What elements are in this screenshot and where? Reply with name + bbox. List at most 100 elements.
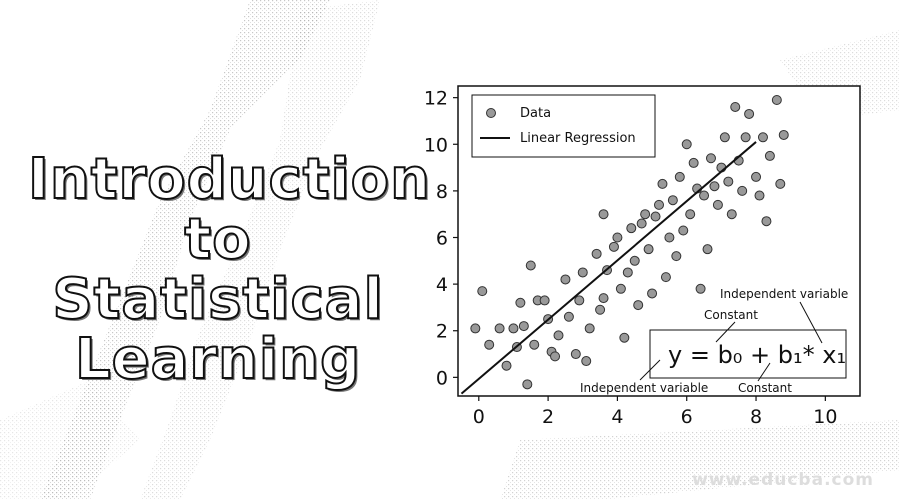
y-tick-label: 6: [436, 228, 448, 250]
data-point: [550, 351, 561, 362]
x-tick-label: 2: [542, 406, 554, 428]
data-point: [633, 300, 644, 311]
data-point: [577, 267, 588, 278]
data-point: [501, 360, 512, 371]
data-point: [778, 129, 789, 140]
x-tick-label: 4: [611, 406, 623, 428]
legend-data-marker: [486, 108, 496, 118]
data-point: [654, 199, 664, 210]
data-point: [470, 323, 481, 334]
data-point: [643, 244, 654, 255]
annotation-constant-top: Constant: [704, 308, 758, 322]
data-point: [619, 332, 630, 343]
regression-line: [460, 141, 757, 395]
watermark: www.educba.com: [692, 470, 874, 490]
legend-box: [471, 94, 656, 158]
data-point: [730, 101, 741, 112]
data-point: [744, 108, 755, 119]
title-line-3: Learning: [74, 327, 362, 392]
data-point: [647, 288, 658, 299]
annotation-constant-bottom: Constant: [738, 381, 792, 395]
data-point: [484, 339, 495, 350]
data-point: [608, 241, 619, 252]
data-point: [678, 225, 689, 236]
data-point: [751, 171, 762, 182]
regression-line-group: [460, 141, 757, 395]
data-point: [591, 248, 602, 259]
y-tick-label: 10: [424, 134, 448, 156]
y-tick-label: 2: [436, 321, 448, 343]
title-line-1: Introduction: [27, 147, 432, 212]
data-point: [764, 150, 775, 161]
data-point: [581, 356, 592, 367]
data-point: [757, 132, 768, 143]
data-point: [737, 185, 748, 196]
data-point: [515, 297, 526, 308]
data-point: [688, 157, 699, 168]
equation-box: [649, 329, 847, 379]
data-point: [740, 132, 751, 143]
data-point: [595, 304, 606, 315]
data-point: [615, 283, 626, 294]
data-point: [529, 339, 540, 350]
data-point: [563, 311, 574, 322]
data-point: [664, 232, 675, 243]
data-point: [667, 195, 678, 206]
data-point: [712, 199, 723, 210]
y-tick-label: 4: [436, 274, 448, 296]
data-point: [719, 132, 730, 143]
y-tick-label: 0: [436, 367, 448, 389]
annotation-arrow-2: [715, 321, 736, 343]
data-point: [598, 293, 609, 304]
x-tick-label: 10: [813, 406, 837, 428]
data-point: [685, 209, 696, 220]
data-point: [695, 283, 706, 294]
annotation-arrow-4: [757, 362, 771, 382]
annotation-independent-variable-bottom: Independent variable: [580, 381, 708, 395]
data-point: [660, 272, 671, 283]
data-point: [560, 274, 571, 285]
data-point: [574, 295, 585, 306]
data-point: [650, 211, 661, 222]
data-point: [626, 223, 637, 234]
data-point: [518, 321, 529, 332]
data-point: [671, 251, 682, 262]
data-point: [636, 218, 647, 229]
data-point: [702, 244, 713, 255]
data-point: [681, 139, 692, 150]
data-point: [570, 349, 581, 360]
data-point: [525, 260, 536, 271]
annotation-arrow-3: [639, 359, 661, 381]
y-axis-ticks: 0 2 4 6 8 10 12: [424, 88, 458, 389]
data-point: [622, 267, 633, 278]
data-point: [598, 209, 609, 220]
data-point: [629, 255, 640, 266]
data-point: [705, 153, 716, 164]
y-tick-label: 12: [424, 88, 448, 110]
annotation-arrow-1: [799, 301, 823, 344]
data-point: [699, 190, 710, 201]
data-point: [657, 178, 668, 189]
data-point: [723, 176, 734, 187]
data-point: [709, 181, 720, 192]
legend-label-regression: Linear Regression: [520, 131, 636, 146]
data-point: [726, 209, 737, 220]
data-point: [584, 323, 595, 334]
data-point: [640, 209, 651, 220]
x-tick-label: 8: [750, 406, 762, 428]
data-point: [508, 323, 519, 334]
y-tick-label: 8: [436, 181, 448, 203]
x-axis-ticks: 0 2 4 6 8 10: [473, 396, 837, 428]
data-point: [775, 178, 786, 189]
data-point: [771, 94, 782, 105]
data-point: [553, 330, 564, 341]
data-point: [477, 286, 488, 297]
data-point: [674, 171, 685, 182]
title-block: Introduction to Statistical Learning: [27, 147, 432, 392]
x-tick-label: 6: [681, 406, 693, 428]
legend-label-data: Data: [520, 106, 551, 121]
annotation-independent-variable-top: Independent variable: [720, 287, 848, 301]
data-point: [754, 190, 765, 201]
